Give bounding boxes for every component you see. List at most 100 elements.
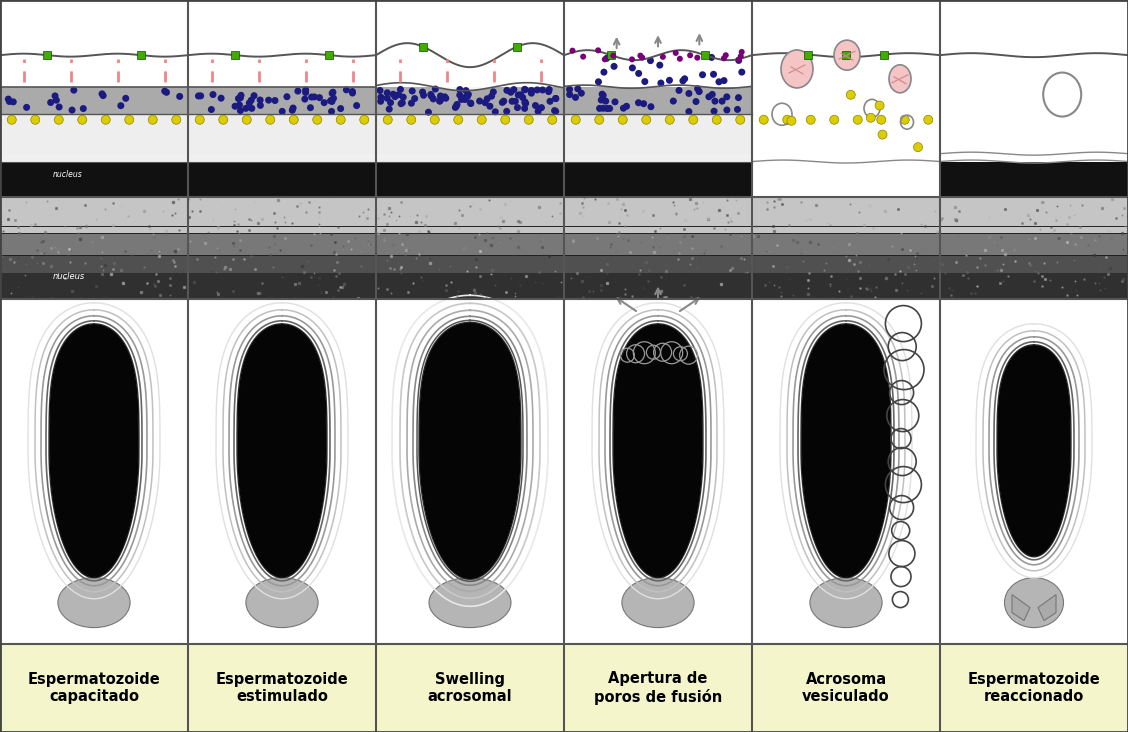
Circle shape <box>490 89 496 95</box>
Circle shape <box>503 87 510 94</box>
Circle shape <box>546 86 553 93</box>
Circle shape <box>570 48 575 53</box>
Bar <box>188 255 376 299</box>
Circle shape <box>679 78 687 84</box>
Circle shape <box>327 97 334 104</box>
Circle shape <box>603 105 610 112</box>
Circle shape <box>694 85 702 92</box>
Circle shape <box>47 99 54 106</box>
Circle shape <box>602 56 608 62</box>
Circle shape <box>522 100 529 107</box>
Circle shape <box>328 98 335 105</box>
Circle shape <box>846 90 855 100</box>
Bar <box>188 233 376 255</box>
Circle shape <box>538 104 545 111</box>
Ellipse shape <box>622 578 694 627</box>
Circle shape <box>308 94 315 100</box>
Circle shape <box>452 104 459 111</box>
Circle shape <box>666 77 673 83</box>
Circle shape <box>353 102 360 109</box>
Circle shape <box>246 100 253 106</box>
Circle shape <box>349 89 356 97</box>
Circle shape <box>528 90 535 97</box>
Circle shape <box>696 88 703 95</box>
Circle shape <box>598 97 605 103</box>
Circle shape <box>623 102 631 110</box>
Circle shape <box>611 98 618 105</box>
Circle shape <box>266 115 275 124</box>
Circle shape <box>283 93 290 100</box>
Circle shape <box>289 107 296 113</box>
Bar <box>564 255 752 273</box>
Circle shape <box>647 103 654 111</box>
Circle shape <box>391 93 398 100</box>
Circle shape <box>521 98 529 105</box>
Circle shape <box>476 97 483 105</box>
Bar <box>188 86 376 114</box>
Circle shape <box>629 56 635 62</box>
Circle shape <box>508 89 514 96</box>
Bar <box>376 197 564 233</box>
Circle shape <box>484 95 491 102</box>
Bar <box>607 51 615 59</box>
Circle shape <box>420 89 426 96</box>
Circle shape <box>389 91 397 98</box>
Circle shape <box>456 92 464 99</box>
Circle shape <box>462 93 469 100</box>
Bar <box>188 197 376 299</box>
Circle shape <box>294 88 301 94</box>
Circle shape <box>257 97 264 103</box>
Circle shape <box>580 53 587 59</box>
Circle shape <box>723 106 731 113</box>
Circle shape <box>735 56 742 63</box>
Circle shape <box>534 86 540 94</box>
Bar <box>325 51 333 59</box>
Circle shape <box>501 115 510 124</box>
Circle shape <box>552 95 559 102</box>
Circle shape <box>272 97 279 104</box>
Circle shape <box>236 102 243 108</box>
Circle shape <box>430 95 437 102</box>
Circle shape <box>853 115 862 124</box>
Circle shape <box>642 78 649 85</box>
Bar <box>564 154 752 162</box>
Circle shape <box>399 94 407 100</box>
Circle shape <box>437 97 443 105</box>
Circle shape <box>5 96 11 102</box>
Circle shape <box>712 115 721 124</box>
Bar <box>376 162 564 197</box>
Circle shape <box>695 55 700 61</box>
Circle shape <box>164 89 170 96</box>
Circle shape <box>437 97 443 105</box>
Circle shape <box>442 94 449 102</box>
Circle shape <box>349 88 356 95</box>
Circle shape <box>739 49 744 55</box>
Circle shape <box>397 86 404 93</box>
Circle shape <box>509 98 515 105</box>
Circle shape <box>10 98 17 105</box>
Circle shape <box>412 95 418 102</box>
Circle shape <box>681 75 688 82</box>
Circle shape <box>7 115 16 124</box>
Circle shape <box>290 105 297 111</box>
Circle shape <box>360 115 369 124</box>
Circle shape <box>99 92 107 99</box>
Bar <box>564 86 752 114</box>
Circle shape <box>603 55 610 61</box>
Circle shape <box>312 115 321 124</box>
Polygon shape <box>614 325 702 577</box>
Text: Acrosoma
vesiculado: Acrosoma vesiculado <box>802 672 890 704</box>
Circle shape <box>503 108 510 115</box>
Polygon shape <box>802 325 890 577</box>
Circle shape <box>408 100 415 107</box>
Circle shape <box>512 98 519 105</box>
Circle shape <box>545 88 552 95</box>
Bar <box>940 644 1128 732</box>
Circle shape <box>578 90 584 97</box>
Circle shape <box>686 90 693 97</box>
Circle shape <box>384 89 390 97</box>
Circle shape <box>337 105 344 112</box>
Circle shape <box>265 97 272 104</box>
Circle shape <box>610 53 616 59</box>
Circle shape <box>437 92 444 100</box>
